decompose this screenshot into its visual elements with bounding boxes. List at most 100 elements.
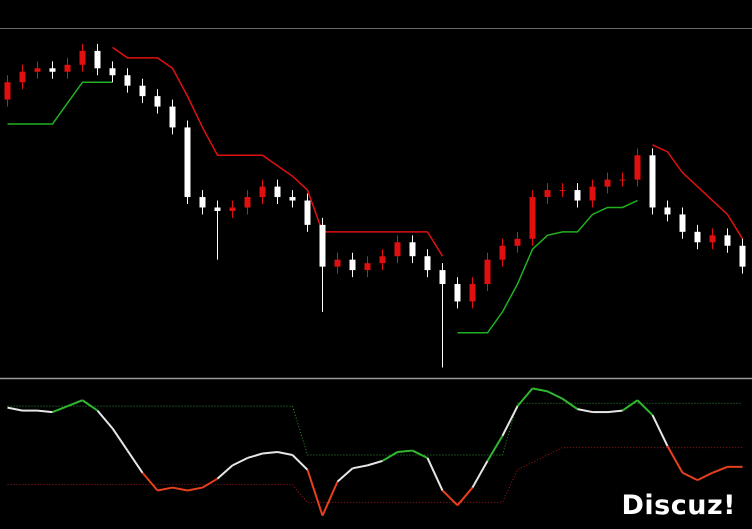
candle-body (304, 200, 311, 225)
oscillator-segment (636, 399, 654, 416)
candle-body (394, 242, 401, 257)
oscillator-segment (336, 467, 354, 483)
oscillator-segment (486, 435, 504, 462)
candle-body (64, 64, 71, 72)
oscillator-segment (37, 409, 53, 414)
oscillator-segment (7, 406, 23, 412)
candle-body (679, 214, 686, 232)
candle-body (424, 256, 431, 271)
candle-body (109, 68, 116, 76)
candle-body (439, 270, 446, 285)
oscillator-segment (712, 465, 728, 474)
candle-body (619, 179, 626, 181)
oscillator-segment (577, 408, 593, 414)
oscillator-segment (67, 399, 83, 408)
candle-body (139, 85, 146, 97)
oscillator-segment (216, 464, 234, 480)
candle-body (19, 71, 26, 83)
oscillator-segment (697, 471, 713, 482)
candle-body (454, 284, 461, 302)
oscillator-segment (607, 409, 623, 414)
oscillator-segment (172, 486, 188, 492)
oscillator-segment (621, 399, 639, 412)
oscillator-segment (52, 405, 68, 414)
candle-body (604, 179, 611, 187)
oscillator-segment (96, 409, 114, 430)
oscillator-segment (412, 449, 428, 459)
oscillator-segment (141, 472, 159, 492)
oscillator-segment (666, 445, 684, 474)
oscillator-segment (81, 399, 99, 412)
oscillator-segment (111, 427, 129, 452)
candle-body (289, 197, 296, 201)
stop-line (7, 81, 638, 334)
oscillator-segment (456, 486, 474, 506)
oscillator-segment (532, 387, 548, 393)
candle-body (4, 82, 11, 100)
candle-body (574, 190, 581, 201)
oscillator-segment (247, 452, 263, 459)
oscillator-segment (187, 486, 203, 492)
candle-body (664, 207, 671, 215)
oscillator-segment (277, 451, 293, 456)
candle-body (694, 231, 701, 243)
oscillator-segment (157, 486, 173, 492)
oscillator-segment (126, 450, 144, 474)
candle-body (379, 256, 386, 264)
candle-body (229, 207, 236, 211)
oscillator-segment (291, 454, 309, 471)
candle-body (409, 242, 416, 257)
band-line (7, 447, 743, 503)
candle-body (514, 238, 521, 246)
candle-body (274, 186, 281, 198)
candle-body (634, 155, 641, 180)
stop-line (112, 46, 744, 257)
oscillator-segment (306, 469, 324, 516)
candle-body (259, 186, 266, 198)
candle-body (364, 263, 371, 271)
candle-body (349, 259, 356, 271)
candle-body (244, 197, 251, 208)
band-line (7, 402, 743, 456)
candle-body (169, 106, 176, 128)
candle-body (559, 190, 566, 192)
candle-body (184, 127, 191, 198)
candle-body (589, 186, 596, 201)
candle-body (724, 235, 731, 246)
candle-body (34, 68, 41, 72)
oscillator-segment (561, 397, 579, 410)
oscillator-segment (232, 457, 248, 467)
oscillator-segment (367, 459, 383, 467)
oscillator-segment (381, 451, 399, 462)
candle-body (124, 75, 131, 86)
candle-body (469, 284, 476, 302)
oscillator-segment (682, 471, 698, 482)
candle-body (49, 68, 56, 72)
candle-body (334, 259, 341, 267)
candle-body (484, 259, 491, 285)
candle-body (319, 224, 326, 267)
oscillator-segment (651, 414, 669, 447)
oscillator-segment (321, 481, 339, 517)
oscillator-segment (426, 457, 444, 491)
candle-body (529, 197, 536, 239)
candle-body (739, 245, 746, 267)
candle-body (709, 235, 716, 243)
oscillator-segment (201, 477, 219, 489)
oscillator-segment (516, 387, 534, 407)
oscillator-segment (471, 460, 489, 489)
oscillator-segment (397, 449, 413, 454)
candle-body (649, 155, 656, 208)
oscillator-segment (352, 464, 368, 470)
candle-body (94, 50, 101, 69)
oscillator-segment (501, 405, 519, 437)
oscillator-segment (441, 489, 459, 507)
candle-body (544, 190, 551, 198)
oscillator-segment (262, 451, 278, 455)
candle-body (499, 245, 506, 260)
candle-body (199, 197, 206, 208)
candle-body (79, 50, 86, 65)
candle-body (214, 207, 221, 211)
